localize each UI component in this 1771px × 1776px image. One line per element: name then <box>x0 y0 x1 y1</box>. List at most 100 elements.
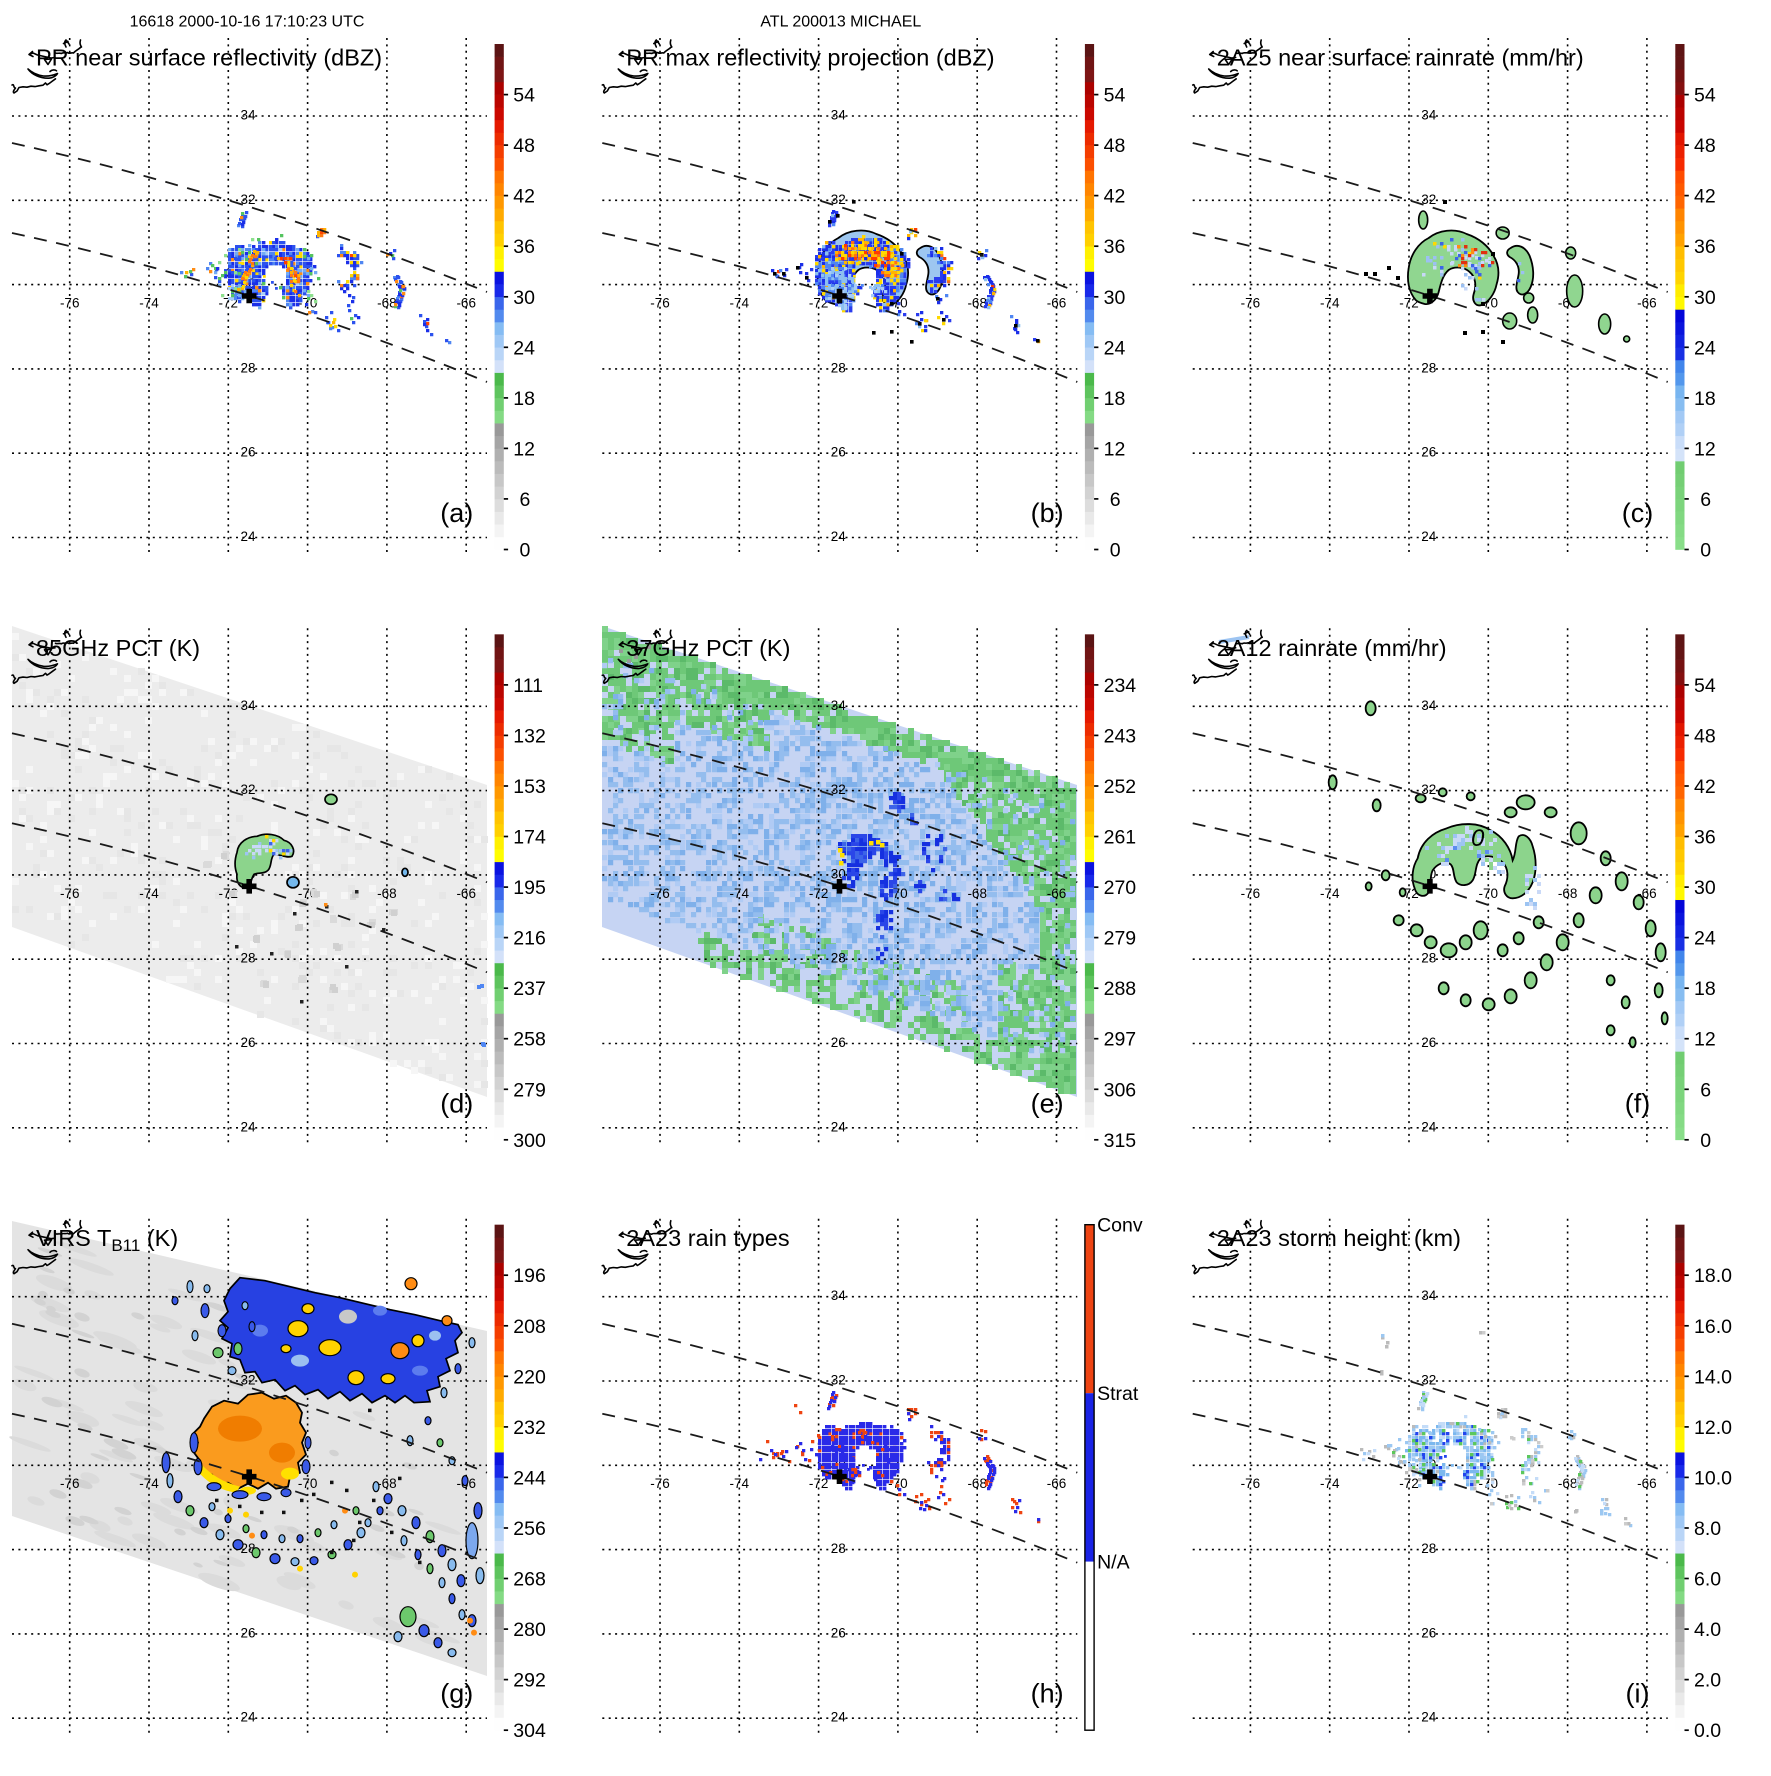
svg-text:30: 30 <box>1104 287 1126 309</box>
svg-text:26: 26 <box>1421 1625 1436 1640</box>
svg-text:54: 54 <box>513 85 535 107</box>
svg-text:26: 26 <box>1421 445 1436 460</box>
svg-text:-76: -76 <box>60 1476 80 1491</box>
svg-text:12: 12 <box>1694 438 1716 460</box>
svg-text:32: 32 <box>241 782 256 797</box>
svg-text:48: 48 <box>513 135 535 157</box>
svg-text:(g): (g) <box>440 1679 473 1709</box>
svg-text:315: 315 <box>1104 1130 1137 1152</box>
svg-text:232: 232 <box>513 1417 546 1439</box>
svg-text:-74: -74 <box>1320 1476 1340 1491</box>
svg-text:244: 244 <box>513 1467 546 1489</box>
svg-text:24: 24 <box>241 1710 257 1725</box>
svg-text:PR near surface reflectivity (: PR near surface reflectivity (dBZ) <box>36 45 382 71</box>
svg-text:18.0: 18.0 <box>1694 1265 1732 1287</box>
svg-text:36: 36 <box>1694 827 1716 849</box>
svg-text:237: 237 <box>513 978 546 1000</box>
svg-text:-76: -76 <box>650 886 670 901</box>
svg-text:6: 6 <box>1110 489 1121 511</box>
svg-text:26: 26 <box>831 1035 846 1050</box>
svg-text:26: 26 <box>241 445 256 460</box>
svg-text:32: 32 <box>1421 782 1436 797</box>
svg-text:-74: -74 <box>730 296 750 311</box>
svg-text:-68: -68 <box>377 296 397 311</box>
svg-text:18: 18 <box>1104 388 1126 410</box>
svg-text:18: 18 <box>1694 388 1716 410</box>
svg-text:24: 24 <box>831 1710 847 1725</box>
svg-text:279: 279 <box>1104 928 1137 950</box>
svg-text:85GHz PCT (K): 85GHz PCT (K) <box>36 635 200 661</box>
svg-text:24: 24 <box>241 529 257 544</box>
svg-text:28: 28 <box>1421 360 1436 375</box>
svg-text:N/A: N/A <box>1097 1552 1130 1574</box>
svg-text:132: 132 <box>513 725 546 747</box>
svg-text:30: 30 <box>1694 877 1716 899</box>
svg-text:-68: -68 <box>967 1476 987 1491</box>
svg-text:-68: -68 <box>377 1476 397 1491</box>
svg-text:-72: -72 <box>809 1476 829 1491</box>
svg-text:Conv: Conv <box>1097 1215 1143 1237</box>
svg-text:300: 300 <box>513 1130 546 1152</box>
svg-text:16618 2000-10-16 17:10:23 UTC: 16618 2000-10-16 17:10:23 UTC <box>130 14 365 31</box>
svg-text:32: 32 <box>831 782 846 797</box>
svg-text:12: 12 <box>513 438 535 460</box>
svg-text:-68: -68 <box>1558 886 1578 901</box>
svg-text:24: 24 <box>1421 1710 1437 1725</box>
svg-text:-76: -76 <box>60 886 80 901</box>
svg-text:26: 26 <box>831 1625 846 1640</box>
svg-text:28: 28 <box>1421 1541 1436 1556</box>
svg-text:258: 258 <box>513 1029 546 1051</box>
svg-text:26: 26 <box>241 1625 256 1640</box>
svg-text:-74: -74 <box>730 1476 750 1491</box>
svg-text:(b): (b) <box>1031 498 1064 528</box>
svg-text:(d): (d) <box>440 1088 473 1118</box>
svg-text:6: 6 <box>1700 1079 1711 1101</box>
svg-text:28: 28 <box>831 360 846 375</box>
svg-text:-66: -66 <box>1047 296 1067 311</box>
svg-text:-66: -66 <box>456 886 476 901</box>
svg-text:256: 256 <box>513 1518 546 1540</box>
svg-text:24: 24 <box>1421 1119 1437 1134</box>
svg-text:-74: -74 <box>139 296 159 311</box>
svg-text:0: 0 <box>520 540 531 562</box>
svg-text:-68: -68 <box>967 886 987 901</box>
svg-text:VIRS TB11 (K): VIRS TB11 (K) <box>36 1225 178 1255</box>
svg-text:(f): (f) <box>1625 1088 1650 1118</box>
svg-text:28: 28 <box>241 360 256 375</box>
svg-text:-66: -66 <box>1047 1476 1067 1491</box>
svg-text:-76: -76 <box>650 1476 670 1491</box>
svg-text:220: 220 <box>513 1366 546 1388</box>
svg-text:0: 0 <box>1110 540 1121 562</box>
svg-text:24: 24 <box>831 1119 847 1134</box>
svg-text:54: 54 <box>1694 85 1716 107</box>
svg-text:24: 24 <box>1694 928 1716 950</box>
svg-text:(e): (e) <box>1031 1088 1064 1118</box>
svg-text:54: 54 <box>1104 85 1126 107</box>
svg-text:8.0: 8.0 <box>1694 1518 1721 1540</box>
svg-text:297: 297 <box>1104 1029 1137 1051</box>
svg-text:0: 0 <box>1471 825 1485 852</box>
svg-text:208: 208 <box>513 1316 546 1338</box>
svg-text:30: 30 <box>1694 287 1716 309</box>
svg-text:24: 24 <box>1694 337 1716 359</box>
svg-text:18: 18 <box>513 388 535 410</box>
svg-text:Strat: Strat <box>1097 1383 1139 1405</box>
svg-text:111: 111 <box>513 675 543 697</box>
svg-text:-70: -70 <box>1479 886 1499 901</box>
svg-text:252: 252 <box>1104 776 1137 798</box>
svg-text:24: 24 <box>831 529 847 544</box>
svg-text:24: 24 <box>241 1119 257 1134</box>
svg-text:32: 32 <box>831 1373 846 1388</box>
svg-text:36: 36 <box>1104 236 1126 258</box>
svg-text:32: 32 <box>1421 192 1436 207</box>
svg-text:28: 28 <box>831 951 846 966</box>
svg-text:16.0: 16.0 <box>1694 1316 1732 1338</box>
svg-text:34: 34 <box>1421 698 1437 713</box>
svg-text:2A23 rain types: 2A23 rain types <box>626 1225 789 1251</box>
svg-text:306: 306 <box>1104 1079 1137 1101</box>
svg-text:12.0: 12.0 <box>1694 1417 1732 1439</box>
svg-text:10.0: 10.0 <box>1694 1467 1732 1489</box>
svg-text:-70: -70 <box>298 1476 318 1491</box>
svg-text:-74: -74 <box>139 886 159 901</box>
svg-text:6.0: 6.0 <box>1694 1569 1721 1591</box>
